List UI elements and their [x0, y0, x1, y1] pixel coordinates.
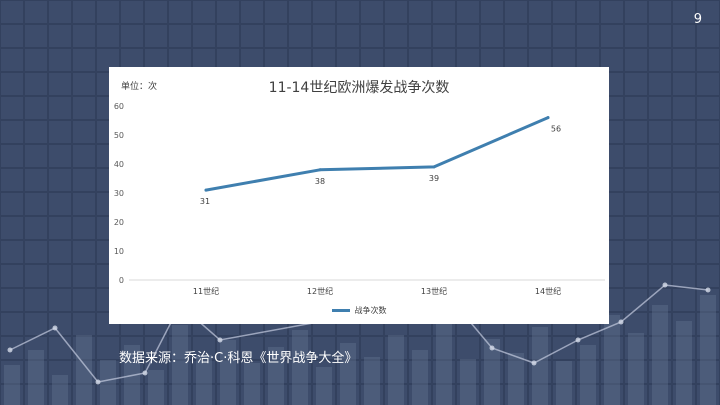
data-label: 38 [315, 177, 325, 186]
line-chart: 60 50 40 30 20 10 0 11世纪 12世纪 13世纪 14世纪 31 38 39 56 [114, 102, 605, 296]
x-tick-label: 12世纪 [307, 286, 333, 296]
bg-bar [676, 321, 692, 405]
bg-trend-point [489, 345, 495, 351]
bg-bar [100, 360, 116, 405]
legend-label: 战争次数 [354, 306, 387, 315]
y-tick-label: 0 [119, 276, 124, 285]
unit-label: 单位：次 [121, 82, 158, 92]
bg-trend-point [142, 370, 148, 376]
y-tick-label: 10 [114, 247, 124, 256]
data-label: 39 [429, 174, 439, 183]
x-tick-label: 11世纪 [193, 286, 219, 296]
bg-bar [556, 361, 572, 405]
bg-bar [412, 350, 428, 405]
bg-bar [652, 305, 668, 405]
source-note: 数据来源：乔治·C·科恩《世界战争大全》 [119, 351, 358, 366]
bg-bar [484, 339, 500, 405]
y-tick-label: 20 [114, 218, 124, 227]
bg-trend-point [531, 360, 537, 366]
bg-bar [508, 353, 524, 405]
bg-trend-point [618, 319, 624, 325]
data-label: 31 [200, 197, 210, 206]
bg-bar [52, 375, 68, 405]
bg-bar [76, 335, 92, 405]
x-tick-label: 14世纪 [535, 286, 561, 296]
data-point [432, 165, 436, 169]
chart-legend: 战争次数 [109, 305, 609, 316]
y-tick-label: 40 [114, 160, 124, 169]
bg-bar [628, 333, 644, 405]
bg-bar [268, 347, 284, 405]
bg-bar [580, 345, 596, 405]
chart-title: 11-14世纪欧洲爆发战争次数 [268, 80, 450, 96]
bg-trend-point [575, 337, 581, 343]
bg-bar [196, 355, 212, 405]
bg-bar [292, 330, 308, 405]
y-tick-label: 50 [114, 131, 124, 140]
bg-bar [28, 350, 44, 405]
bg-trend-point [7, 347, 13, 353]
bg-bar [172, 325, 188, 405]
chart-card: 60 50 40 30 20 10 0 11世纪 12世纪 13世纪 14世纪 31 38 39 56 单位… [109, 67, 609, 324]
data-point [204, 188, 208, 192]
data-point [546, 116, 550, 120]
bg-bar [436, 320, 452, 405]
bg-bar [460, 359, 476, 405]
bg-bar [388, 335, 404, 405]
bg-bar [220, 340, 236, 405]
bg-bar [532, 327, 548, 405]
data-label: 56 [551, 125, 561, 134]
bg-bar [4, 365, 20, 405]
bg-bar [244, 363, 260, 405]
bg-trend-point [662, 282, 668, 288]
x-tick-label: 13世纪 [421, 286, 447, 296]
bg-bar [604, 315, 620, 405]
bg-trend-point [52, 325, 58, 331]
bg-bar [700, 295, 716, 405]
page-number: 9 [693, 12, 702, 27]
bg-trend-point [95, 379, 101, 385]
bg-bar [148, 370, 164, 405]
data-point [318, 168, 322, 172]
bg-trend-point [217, 337, 223, 343]
legend-swatch [331, 309, 350, 312]
y-tick-label: 60 [114, 102, 124, 111]
y-tick-label: 30 [114, 189, 124, 198]
bg-trend-point [705, 287, 711, 293]
series-line [204, 116, 550, 192]
bg-bar [340, 343, 356, 405]
bg-bar [316, 367, 332, 405]
bg-bar [364, 357, 380, 405]
